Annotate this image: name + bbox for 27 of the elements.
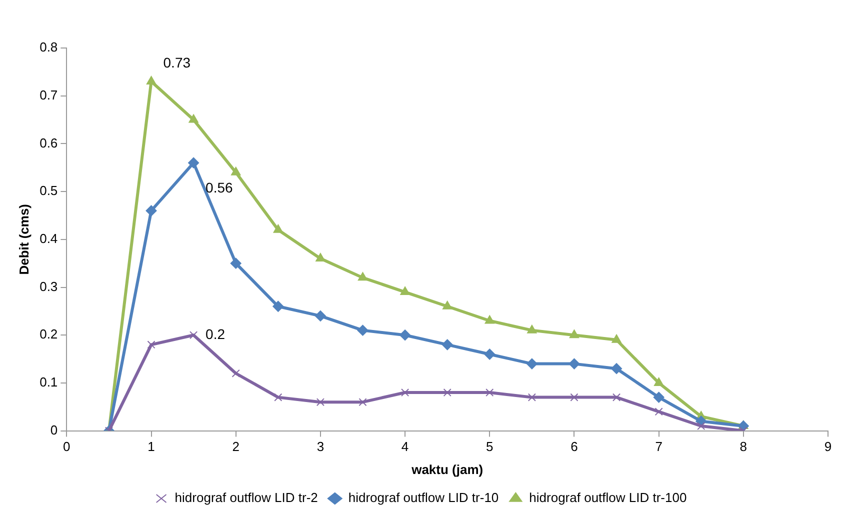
x-tick-label: 5	[486, 439, 494, 454]
x-tick-label: 0	[63, 439, 70, 454]
data-label: 0.73	[163, 54, 191, 70]
y-tick-label: 0.6	[40, 135, 58, 150]
x-tick-label: 7	[655, 439, 662, 454]
x-tick-label: 1	[148, 439, 155, 454]
x-tick-label: 3	[316, 439, 324, 454]
x-tick-label: 9	[824, 439, 832, 454]
y-tick-label: 0	[50, 422, 58, 438]
legend-label: hidrograf outflow LID tr-100	[529, 490, 687, 506]
y-tick-label: 0.4	[40, 230, 58, 246]
y-tick-label: 0.8	[40, 40, 58, 55]
y-tick-label: 0.2	[40, 326, 58, 342]
data-label: 0.2	[206, 326, 226, 342]
x-tick-label: 6	[570, 439, 578, 454]
legend-label: hidrograf outflow LID tr-2	[174, 490, 318, 506]
legend-label: hidrograf outflow LID tr-10	[348, 490, 499, 506]
y-tick-label: 0.3	[40, 278, 58, 294]
x-tick-label: 8	[740, 439, 748, 454]
x-axis-title: waktu (jam)	[410, 462, 484, 477]
x-tick-label: 4	[401, 439, 409, 454]
x-tick-label: 2	[232, 439, 240, 454]
data-label: 0.56	[206, 180, 234, 196]
y-axis-title: Debit (cms)	[16, 204, 32, 275]
y-tick-label: 0.1	[40, 374, 58, 390]
y-tick-label: 0.7	[40, 87, 58, 102]
y-tick-label: 0.5	[40, 183, 58, 198]
